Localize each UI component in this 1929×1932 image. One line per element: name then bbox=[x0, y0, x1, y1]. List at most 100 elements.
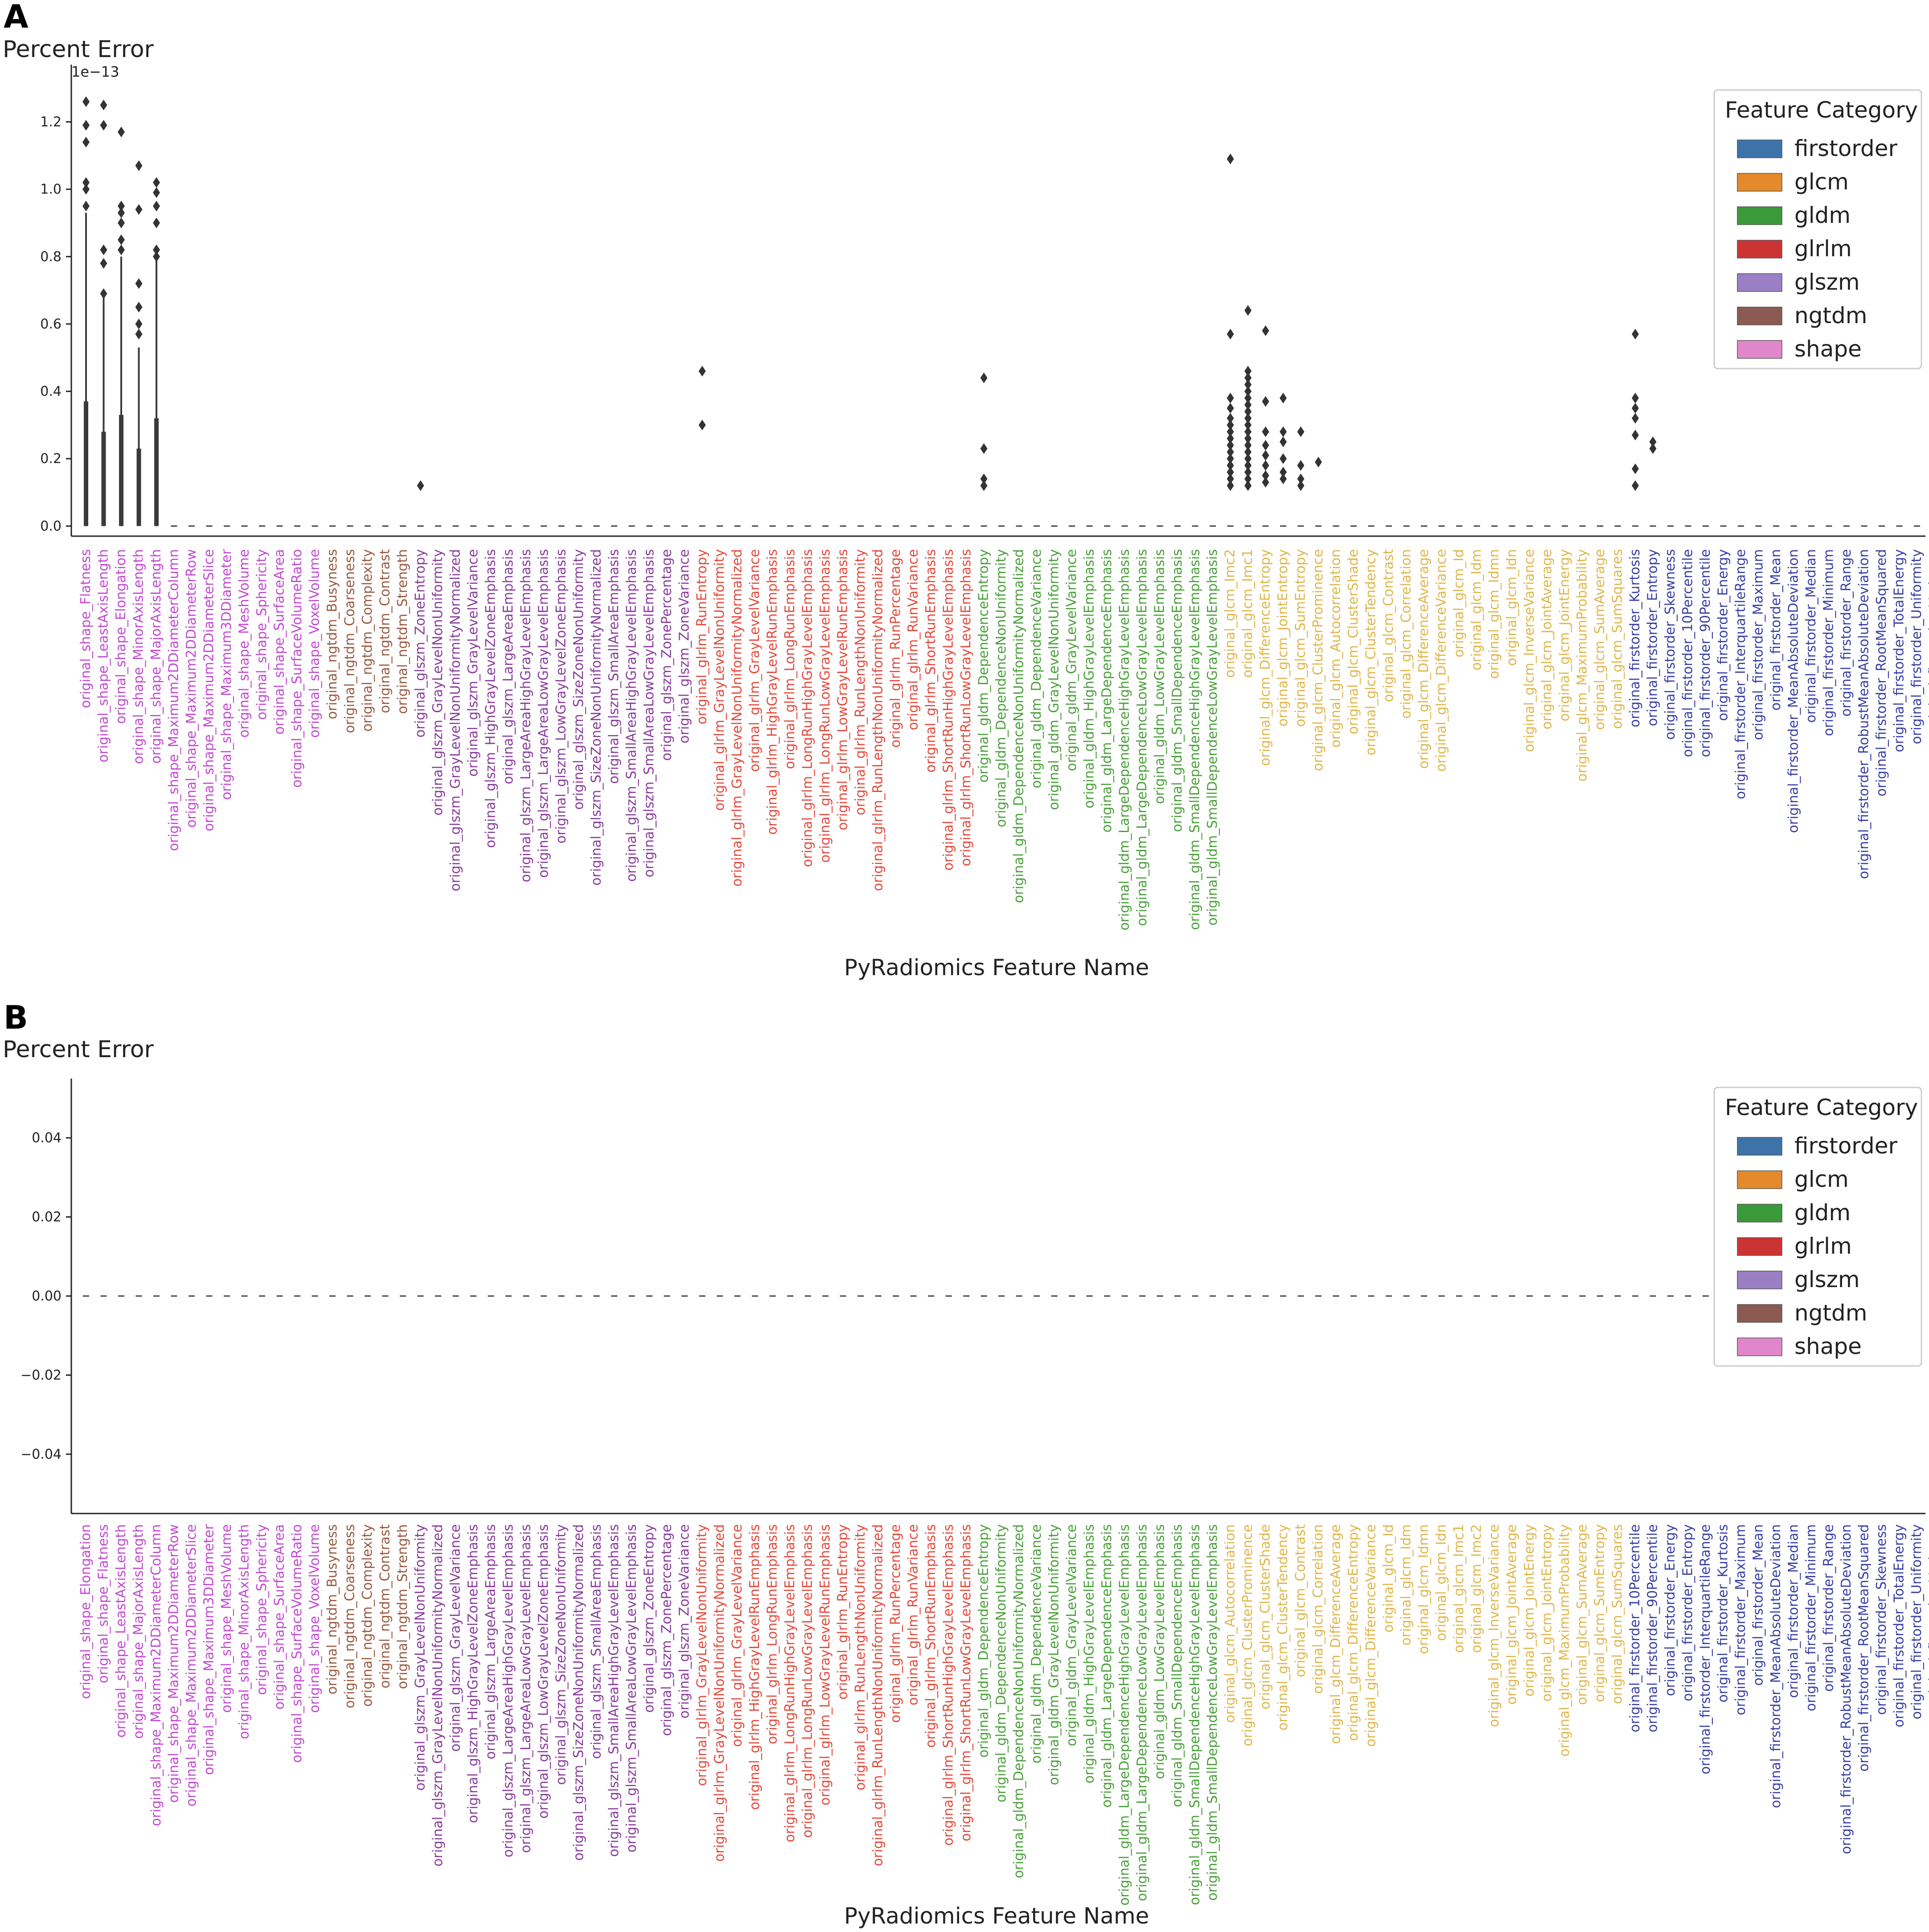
x-tick-label: original_ngtdm_Contrast bbox=[378, 549, 393, 714]
outlier-point bbox=[118, 217, 125, 229]
box-body bbox=[84, 401, 88, 526]
x-tick-label: original_glrlm_RunEntropy bbox=[835, 1524, 851, 1700]
x-tick-label: original_ngtdm_Coarseness bbox=[342, 549, 358, 733]
panel-a-xlabel: PyRadiomics Feature Name bbox=[844, 955, 1149, 980]
outlier-point bbox=[980, 443, 988, 454]
x-tick-label: original_gldm_DependenceNonUniformityNor… bbox=[1011, 1524, 1027, 1878]
x-tick-label: original_glrlm_RunVariance bbox=[906, 1524, 921, 1706]
panel-b: B Percent Error PyRadiomics Feature Name… bbox=[3, 999, 1929, 1929]
legend-item: glrlm bbox=[1794, 236, 1852, 262]
legend-item: gldm bbox=[1794, 202, 1851, 228]
x-tick-label: original_firstorder_Mean bbox=[1751, 1524, 1766, 1686]
x-tick-label: original_gldm_GrayLevelVariance bbox=[1064, 1524, 1079, 1746]
x-tick-label: original_glcm_Contrast bbox=[1293, 1524, 1309, 1678]
x-tick-label: original_glrlm_ShortRunEmphasis bbox=[923, 549, 939, 773]
x-tick-label: original_glszm_ZoneEntropy bbox=[413, 549, 428, 738]
x-tick-label: original_glrlm_ShortRunHighGrayLevelEmph… bbox=[941, 549, 956, 871]
x-tick-label: original_glszm_HighGrayLevelZoneEmphasis bbox=[483, 549, 499, 848]
x-tick-label: original_glcm_Idmn bbox=[1416, 1524, 1432, 1654]
outlier-point bbox=[1244, 406, 1252, 417]
y-tick-label: 0.8 bbox=[40, 249, 62, 265]
x-tick-label: original_glcm_Imc2 bbox=[1469, 1524, 1485, 1653]
x-tick-label: original_glszm_ZoneVariance bbox=[677, 1524, 692, 1719]
legend-swatch bbox=[1737, 1237, 1782, 1256]
outlier-point bbox=[153, 177, 160, 188]
x-tick-label: original_gldm_LargeDependenceEmphasis bbox=[1099, 549, 1115, 833]
box-body bbox=[119, 414, 123, 526]
outlier-point bbox=[135, 278, 143, 289]
x-tick-label: original_glszm_LargeAreaEmphasis bbox=[483, 1524, 499, 1760]
x-tick-label: original_gldm_LargeDependenceHighGrayLev… bbox=[1117, 549, 1133, 931]
outlier-point bbox=[1244, 365, 1252, 377]
x-tick-label: original_glcm_JointEntropy bbox=[1539, 1524, 1555, 1702]
outlier-point bbox=[100, 244, 107, 255]
x-tick-label: original_firstorder_MeanAbsoluteDeviatio… bbox=[1768, 1524, 1784, 1808]
x-tick-label: original_firstorder_Median bbox=[1786, 1524, 1802, 1698]
panel-a-offset-text: 1e−13 bbox=[71, 63, 119, 80]
legend-item: gldm bbox=[1794, 1200, 1851, 1226]
outlier-point bbox=[1262, 450, 1269, 461]
x-tick-label: original_glcm_Imc1 bbox=[1451, 1524, 1467, 1653]
x-tick-label: original_firstorder_RootMeanSquared bbox=[1856, 1524, 1872, 1772]
legend-swatch bbox=[1737, 340, 1782, 359]
legend-swatch bbox=[1737, 307, 1782, 325]
outlier-point bbox=[1262, 460, 1269, 471]
x-tick-label: original_glszm_SmallAreaHighGrayLevelEmp… bbox=[606, 1524, 622, 1857]
outlier-point bbox=[118, 244, 125, 255]
outlier-point bbox=[1262, 396, 1269, 407]
outlier-point bbox=[1227, 460, 1234, 471]
x-tick-label: original_glszm_ZoneEntropy bbox=[641, 1524, 657, 1713]
x-tick-label: original_gldm_GrayLevelNonUniformity bbox=[1047, 549, 1062, 810]
x-tick-label: original_glcm_ClusterTendency bbox=[1275, 1524, 1291, 1731]
outlier-point bbox=[1280, 473, 1287, 484]
panel-b-xlabel: PyRadiomics Feature Name bbox=[844, 1903, 1149, 1929]
y-tick-label: 0.02 bbox=[32, 1210, 62, 1225]
x-tick-label: original_firstorder_Median bbox=[1803, 549, 1819, 723]
x-tick-label: original_shape_Maximum3DDiameter bbox=[219, 549, 234, 800]
legend-swatch bbox=[1737, 240, 1782, 258]
x-tick-label: original_glrlm_RunEntropy bbox=[694, 549, 710, 725]
x-tick-label: original_shape_Maximum3DDiameter bbox=[201, 1524, 217, 1775]
outlier-point bbox=[1297, 426, 1305, 437]
outlier-point bbox=[1227, 328, 1234, 340]
x-tick-label: original_glcm_ClusterProminence bbox=[1310, 549, 1326, 771]
x-tick-label: original_gldm_HighGrayLevelEmphasis bbox=[1082, 549, 1097, 808]
x-tick-label: original_shape_Maximum2DDiameterRow bbox=[184, 549, 199, 828]
x-tick-label: original_glrlm_GrayLevelVariance bbox=[730, 1524, 745, 1747]
x-tick-label: original_glrlm_GrayLevelNonUniformity bbox=[694, 1524, 710, 1786]
x-tick-label: original_gldm_SmallDependenceHighGrayLev… bbox=[1187, 549, 1203, 930]
outlier-point bbox=[1227, 467, 1234, 478]
x-tick-label: original_firstorder_10Percentile bbox=[1627, 1524, 1643, 1732]
x-tick-label: original_shape_Maximum2DDiameterSlice bbox=[201, 549, 217, 831]
outlier-point bbox=[118, 234, 125, 245]
x-tick-label: original_shape_Sphericity bbox=[254, 549, 270, 720]
outlier-point bbox=[1262, 439, 1269, 451]
x-tick-label: original_glcm_Idn bbox=[1434, 1524, 1449, 1641]
outlier-point bbox=[100, 99, 107, 111]
x-tick-label: original_glrlm_RunPercentage bbox=[888, 1524, 903, 1723]
outlier-point bbox=[1244, 419, 1252, 431]
legend-swatch bbox=[1737, 1304, 1782, 1323]
outlier-point bbox=[1632, 402, 1639, 414]
x-tick-label: original_glszm_GrayLevelNonUniformityNor… bbox=[448, 549, 464, 891]
x-tick-label: original_glcm_DifferenceVariance bbox=[1363, 1524, 1379, 1747]
x-tick-label: original_shape_Maximum2DDiameterRow bbox=[166, 1524, 182, 1803]
outlier-point bbox=[980, 372, 988, 383]
x-tick-label: original_shape_MinorAxisLength bbox=[131, 549, 147, 764]
x-tick-label: original_ngtdm_Strength bbox=[395, 549, 410, 714]
x-tick-label: original_shape_Elongation bbox=[78, 1524, 94, 1699]
outlier-point bbox=[1244, 399, 1252, 410]
panel-a-legend: Feature Category firstorder glcm gldm glrlm g… bbox=[1713, 89, 1922, 369]
outlier-point bbox=[82, 136, 90, 148]
x-tick-label: original_glcm_SumAverage bbox=[1592, 549, 1608, 730]
x-tick-label: original_glcm_SumSquares bbox=[1610, 549, 1625, 729]
legend-item: shape bbox=[1794, 336, 1862, 362]
outlier-point bbox=[1227, 426, 1234, 437]
outlier-point bbox=[1280, 426, 1287, 437]
x-tick-label: original_glrlm_LongRunLowGrayLevelEmphas… bbox=[817, 549, 833, 863]
x-tick-label: original_glszm_LowGrayLevelZoneEmphasis bbox=[554, 549, 569, 844]
x-tick-label: original_firstorder_Maximum bbox=[1733, 1524, 1748, 1715]
x-tick-label: original_glcm_DifferenceEntropy bbox=[1258, 549, 1273, 766]
x-tick-label: original_gldm_DependenceEntropy bbox=[976, 1524, 992, 1758]
